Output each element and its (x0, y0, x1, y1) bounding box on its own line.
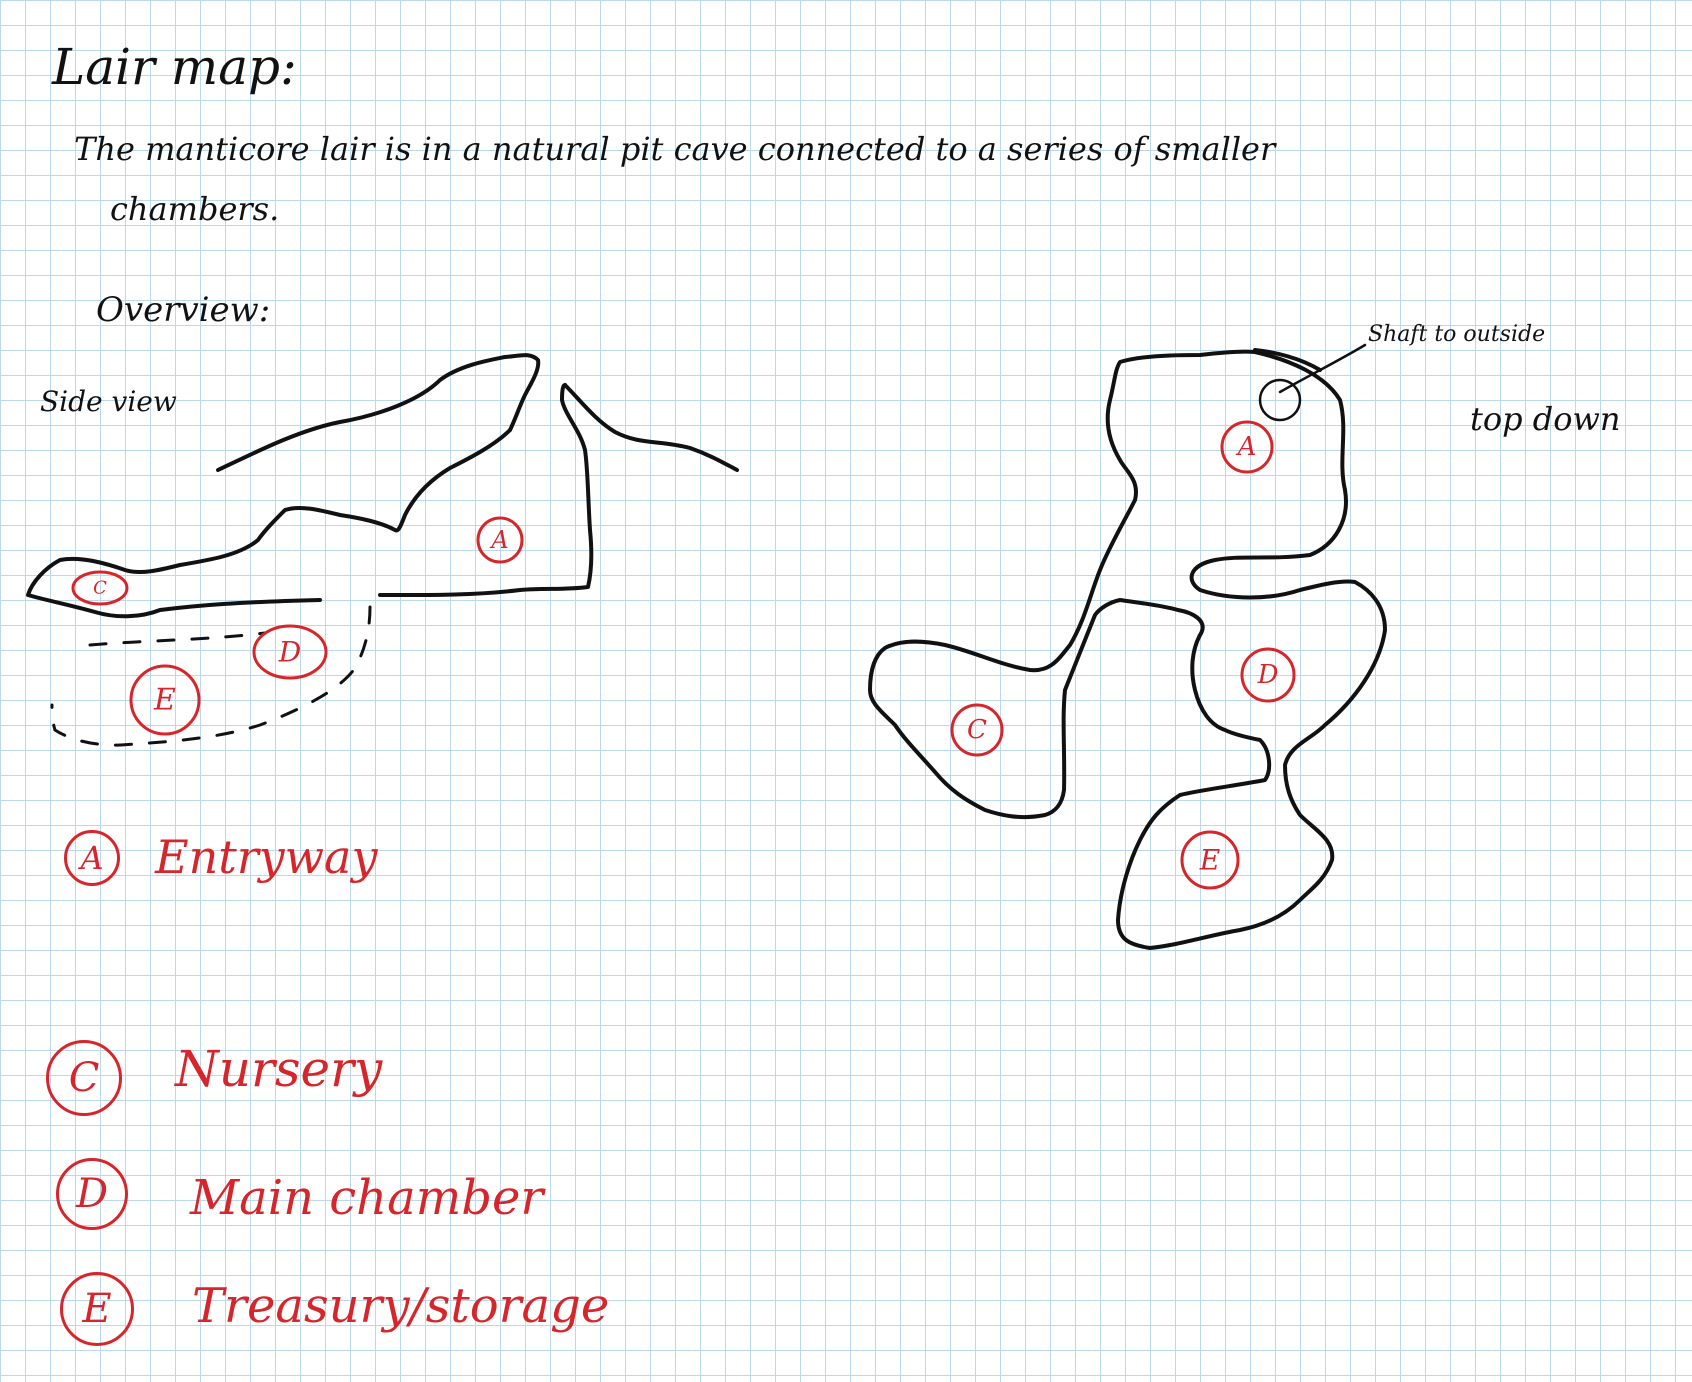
top-marker-c: C (950, 703, 1004, 757)
description-line-2: chambers. (110, 190, 280, 228)
svg-text:E: E (1199, 844, 1220, 877)
top-marker-a: A (1220, 420, 1274, 474)
side-view-dashed-chamber (50, 605, 372, 747)
legend-label-main-chamber: Main chamber (190, 1170, 544, 1226)
side-marker-a: A (476, 516, 524, 564)
side-marker-c: C (71, 570, 129, 606)
svg-text:A: A (489, 526, 508, 554)
legend-marker-c: C (46, 1040, 122, 1116)
overview-label: Overview: (96, 290, 271, 330)
top-chamber-a-outline (868, 349, 1387, 950)
top-shaft-edge (1253, 348, 1322, 372)
legend-label-nursery: Nursery (175, 1040, 383, 1098)
side-marker-e: E (129, 664, 201, 736)
legend-marker-d: D (56, 1158, 128, 1230)
legend-marker-e: E (60, 1272, 134, 1346)
svg-text:E: E (153, 683, 176, 718)
top-marker-e: E (1180, 830, 1240, 890)
side-view-ground-left (216, 353, 541, 472)
top-down-label: top down (1470, 400, 1621, 438)
description-line-1: The manticore lair is in a natural pit c… (74, 130, 1276, 168)
page-title: Lair map: (52, 38, 297, 96)
side-view-cross-section: A C D E (26, 353, 739, 747)
side-marker-d: D (252, 624, 328, 680)
side-view-ground-right (563, 383, 739, 472)
legend-marker-a: A (64, 830, 120, 886)
side-view-label: Side view (40, 385, 177, 418)
side-view-cave-outline (26, 383, 594, 619)
top-shaft-circle (1258, 378, 1302, 422)
svg-text:D: D (278, 636, 301, 669)
top-down-map: A C D E (868, 343, 1387, 950)
shaft-label: Shaft to outside (1368, 322, 1546, 347)
svg-text:C: C (93, 578, 107, 599)
legend-label-treasury-storage: Treasury/storage (192, 1278, 610, 1334)
svg-text:C: C (967, 715, 987, 745)
top-shaft-leader (1278, 343, 1367, 394)
svg-text:D: D (1257, 660, 1279, 690)
svg-text:A: A (1236, 432, 1257, 462)
legend-label-entryway: Entryway (155, 830, 378, 884)
top-marker-d: D (1240, 647, 1296, 703)
